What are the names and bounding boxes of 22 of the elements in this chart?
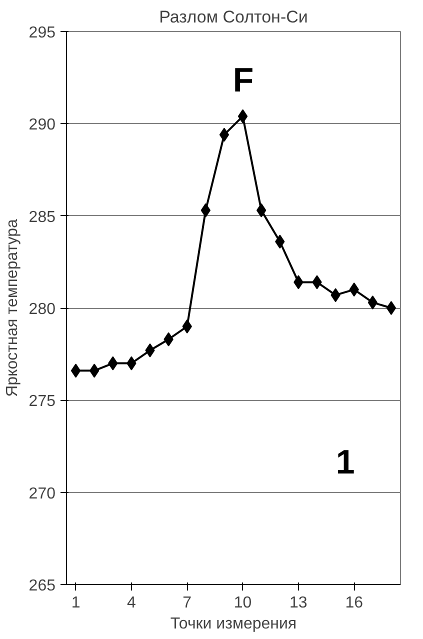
x-tick-label: 1 (71, 594, 80, 612)
y-tick-label: 270 (28, 485, 56, 502)
annotation: 1 (336, 443, 355, 482)
chart-title: Разлом Солтон-Си (159, 8, 308, 26)
x-tick-label: 16 (345, 594, 364, 612)
y-axis-title: Яркостная температура (4, 218, 21, 397)
annotation: F (232, 62, 254, 100)
x-tick-label: 13 (290, 594, 308, 612)
y-tick-label: 275 (28, 393, 56, 410)
x-tick-label: 10 (234, 594, 252, 612)
point (386, 301, 396, 315)
x-tick-label: 4 (126, 594, 136, 612)
x-axis-title: Точки измерения (170, 616, 297, 632)
y-tick-label: 290 (28, 116, 56, 134)
y-tick-label: 295 (28, 24, 56, 42)
x-tick-label: 7 (182, 594, 192, 612)
y-tick-label: 285 (28, 208, 56, 226)
y-tick-label: 265 (28, 578, 56, 594)
point (238, 109, 248, 124)
point (219, 128, 230, 142)
point (70, 364, 81, 378)
y-tick-label: 280 (28, 301, 56, 318)
